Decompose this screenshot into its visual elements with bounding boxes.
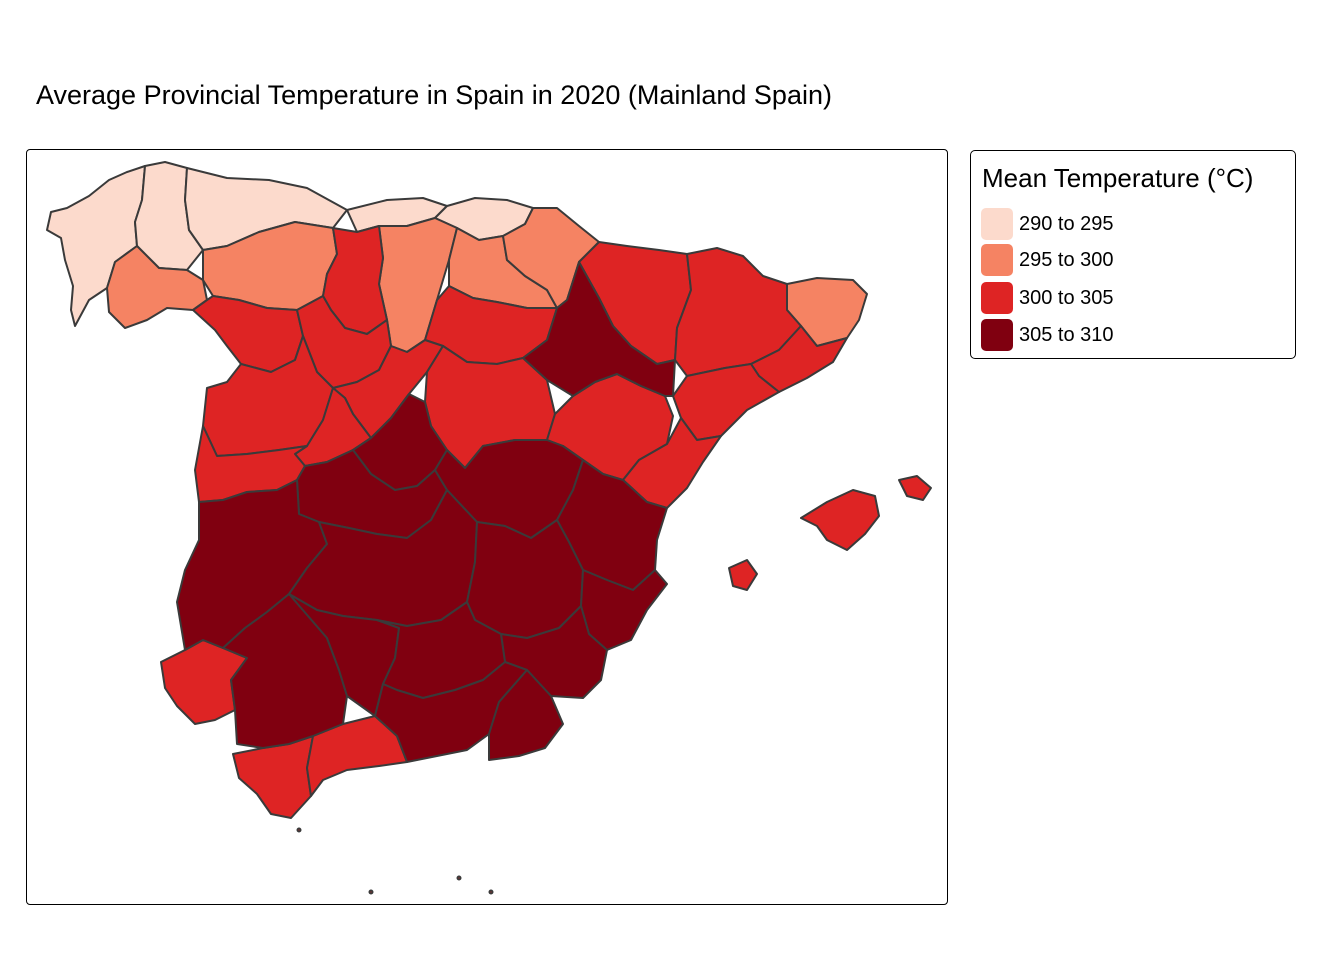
province-sevilla[interactable] [222, 593, 348, 749]
legend: Mean Temperature (°C) 290 to 295 295 to … [970, 150, 1296, 359]
map-title: Average Provincial Temperature in Spain … [36, 80, 832, 110]
islet-2 [456, 875, 462, 881]
legend-swatch [981, 244, 1013, 276]
province-menorca[interactable] [898, 475, 932, 501]
legend-label: 300 to 305 [1019, 286, 1114, 309]
islet-1 [296, 827, 302, 833]
legend-item-290-295: 290 to 295 [981, 207, 1114, 241]
legend-item-300-305: 300 to 305 [981, 281, 1114, 315]
legend-title: Mean Temperature (°C) [982, 163, 1254, 193]
legend-label: 295 to 300 [1019, 248, 1114, 271]
province-ibiza[interactable] [728, 559, 758, 591]
province-mallorca[interactable] [800, 489, 880, 551]
map-panel[interactable] [26, 149, 948, 905]
legend-swatch [981, 319, 1013, 351]
legend-swatch [981, 208, 1013, 240]
islet-4 [488, 889, 494, 895]
province-cadiz[interactable] [232, 735, 314, 819]
province-almeria[interactable] [488, 669, 564, 761]
province-malaga[interactable] [306, 715, 408, 797]
province-tarragona[interactable] [672, 363, 780, 441]
province-zaragoza[interactable] [522, 261, 676, 397]
legend-label: 305 to 310 [1019, 323, 1114, 346]
islet-3 [368, 889, 374, 895]
legend-item-295-300: 295 to 300 [981, 243, 1114, 277]
legend-item-305-310: 305 to 310 [981, 318, 1114, 352]
province-lugo[interactable] [134, 161, 204, 271]
legend-swatch [981, 282, 1013, 314]
spain-province-map[interactable] [27, 150, 948, 905]
province-castellon[interactable] [622, 417, 722, 509]
legend-label: 290 to 295 [1019, 212, 1114, 235]
